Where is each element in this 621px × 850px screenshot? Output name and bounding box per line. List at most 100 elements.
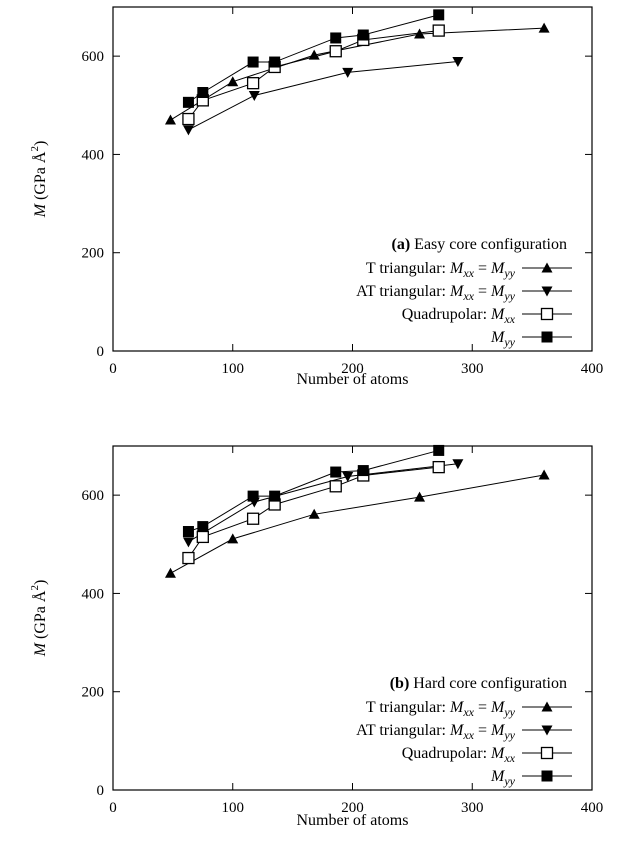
x-tick-label: 0 — [109, 800, 117, 816]
legend-title: (a) Easy core configuration — [392, 236, 567, 253]
legend: (a) Easy core configuration T triangular:… — [356, 236, 572, 349]
legend-label-3: Quadrupolar: Mxx — [402, 306, 516, 326]
panel-title: Hard core configuration — [409, 675, 567, 692]
data-point — [246, 512, 260, 525]
legend-marker — [541, 725, 553, 736]
chart-panel-b: 0 100 200 300 400 0 200 400 600 Number of atoms M … — [29, 444, 604, 829]
legend-marker — [541, 770, 553, 782]
data-point — [182, 112, 195, 126]
legend-symbol: M — [490, 699, 506, 716]
data-point — [164, 114, 176, 125]
x-axis-label: Number of atoms — [297, 371, 409, 388]
legend-label-4: Myy — [490, 329, 516, 349]
legend-symbol: M — [490, 329, 506, 346]
legend-subscript: xx — [462, 705, 474, 719]
data-point — [248, 90, 260, 101]
legend-label-4: Myy — [490, 768, 516, 788]
data-point — [330, 32, 342, 44]
x-tick-label: 400 — [581, 800, 604, 816]
data-point — [182, 551, 195, 565]
x-tick-label: 400 — [581, 361, 604, 377]
y-tick-label: 200 — [82, 246, 105, 262]
data-point — [197, 87, 209, 99]
data-point — [330, 466, 342, 478]
y-tick-label: 200 — [82, 685, 105, 701]
panel-label: (a) — [392, 236, 411, 253]
x-tick-label: 200 — [341, 361, 364, 377]
x-axis-label: Number of atoms — [297, 812, 409, 829]
data-point — [182, 537, 194, 548]
legend-label-2: AT triangular: Mxx = Myy — [356, 722, 516, 742]
legend-marker — [540, 307, 554, 321]
legend-symbol: M — [490, 260, 506, 277]
legend-prefix: AT triangular: — [356, 283, 450, 300]
data-point — [357, 29, 369, 41]
plot-frame — [112, 445, 593, 791]
y-axis-label: M (GPa Å2) — [29, 580, 49, 658]
legend-symbol: M — [490, 283, 506, 300]
legend-symbol: M — [449, 699, 465, 716]
data-point — [432, 460, 445, 474]
legend-subscript: yy — [503, 266, 515, 280]
legend-equals: = — [474, 260, 491, 277]
series-4 — [182, 444, 445, 538]
panel-label: (b) — [390, 675, 410, 692]
series-line — [188, 61, 458, 131]
legend-label-1: T triangular: Mxx = Myy — [366, 699, 516, 719]
legend-marker — [541, 286, 553, 297]
series-2 — [182, 459, 464, 548]
legend-subscript: yy — [503, 774, 515, 788]
legend-symbol: M — [449, 283, 465, 300]
legend-marker — [541, 262, 553, 273]
series-4 — [182, 9, 445, 108]
data-point — [182, 526, 194, 538]
legend-symbol: M — [490, 722, 506, 739]
legend-label-3: Quadrupolar: Mxx — [402, 745, 516, 765]
legend-symbol: M — [449, 260, 465, 277]
legend-symbol: M — [490, 306, 506, 323]
legend-prefix: T triangular: — [366, 699, 450, 716]
chart-panel-a: 0 100 200 300 400 0 200 400 600 Number of atoms M … — [29, 6, 604, 388]
data-point — [197, 521, 209, 533]
legend-symbol: M — [449, 722, 465, 739]
y-axis-label-superscript: 2 — [29, 585, 41, 591]
legend-symbol: M — [490, 745, 506, 762]
data-point — [329, 480, 342, 493]
data-point — [182, 125, 194, 136]
data-point — [308, 508, 320, 519]
legend-equals: = — [474, 283, 491, 300]
x-tick-label: 100 — [222, 361, 245, 377]
legend-marker — [540, 746, 554, 760]
series-line — [188, 30, 439, 120]
data-point — [269, 490, 281, 502]
y-axis-label-close: ) — [32, 141, 49, 146]
data-point — [432, 24, 445, 37]
legend-prefix: Quadrupolar: — [402, 745, 491, 762]
legend-subscript: yy — [503, 289, 515, 303]
y-tick-label: 0 — [97, 783, 105, 799]
x-tick-label: 0 — [109, 361, 117, 377]
data-point — [433, 444, 445, 456]
legend-prefix: T triangular: — [366, 260, 450, 277]
legend-equals: = — [474, 699, 491, 716]
y-tick-label: 400 — [82, 147, 105, 163]
y-axis-label-symbol: M — [32, 639, 49, 657]
data-point — [196, 530, 209, 544]
y-axis-label-superscript: 2 — [29, 146, 41, 152]
data-point — [227, 76, 239, 87]
y-tick-label: 600 — [82, 488, 105, 504]
data-point — [414, 28, 426, 39]
legend-subscript: yy — [503, 335, 515, 349]
data-point — [452, 57, 464, 68]
data-point — [452, 459, 464, 470]
x-tick-label: 200 — [341, 800, 364, 816]
legend-title: (b) Hard core configuration — [390, 675, 567, 692]
series-2 — [182, 57, 464, 136]
legend-subscript: yy — [503, 728, 515, 742]
legend-label-1: T triangular: Mxx = Myy — [366, 260, 516, 280]
data-point — [227, 533, 239, 544]
legend-marker — [541, 331, 553, 343]
y-axis-label-symbol: M — [32, 200, 49, 218]
data-point — [329, 45, 342, 58]
